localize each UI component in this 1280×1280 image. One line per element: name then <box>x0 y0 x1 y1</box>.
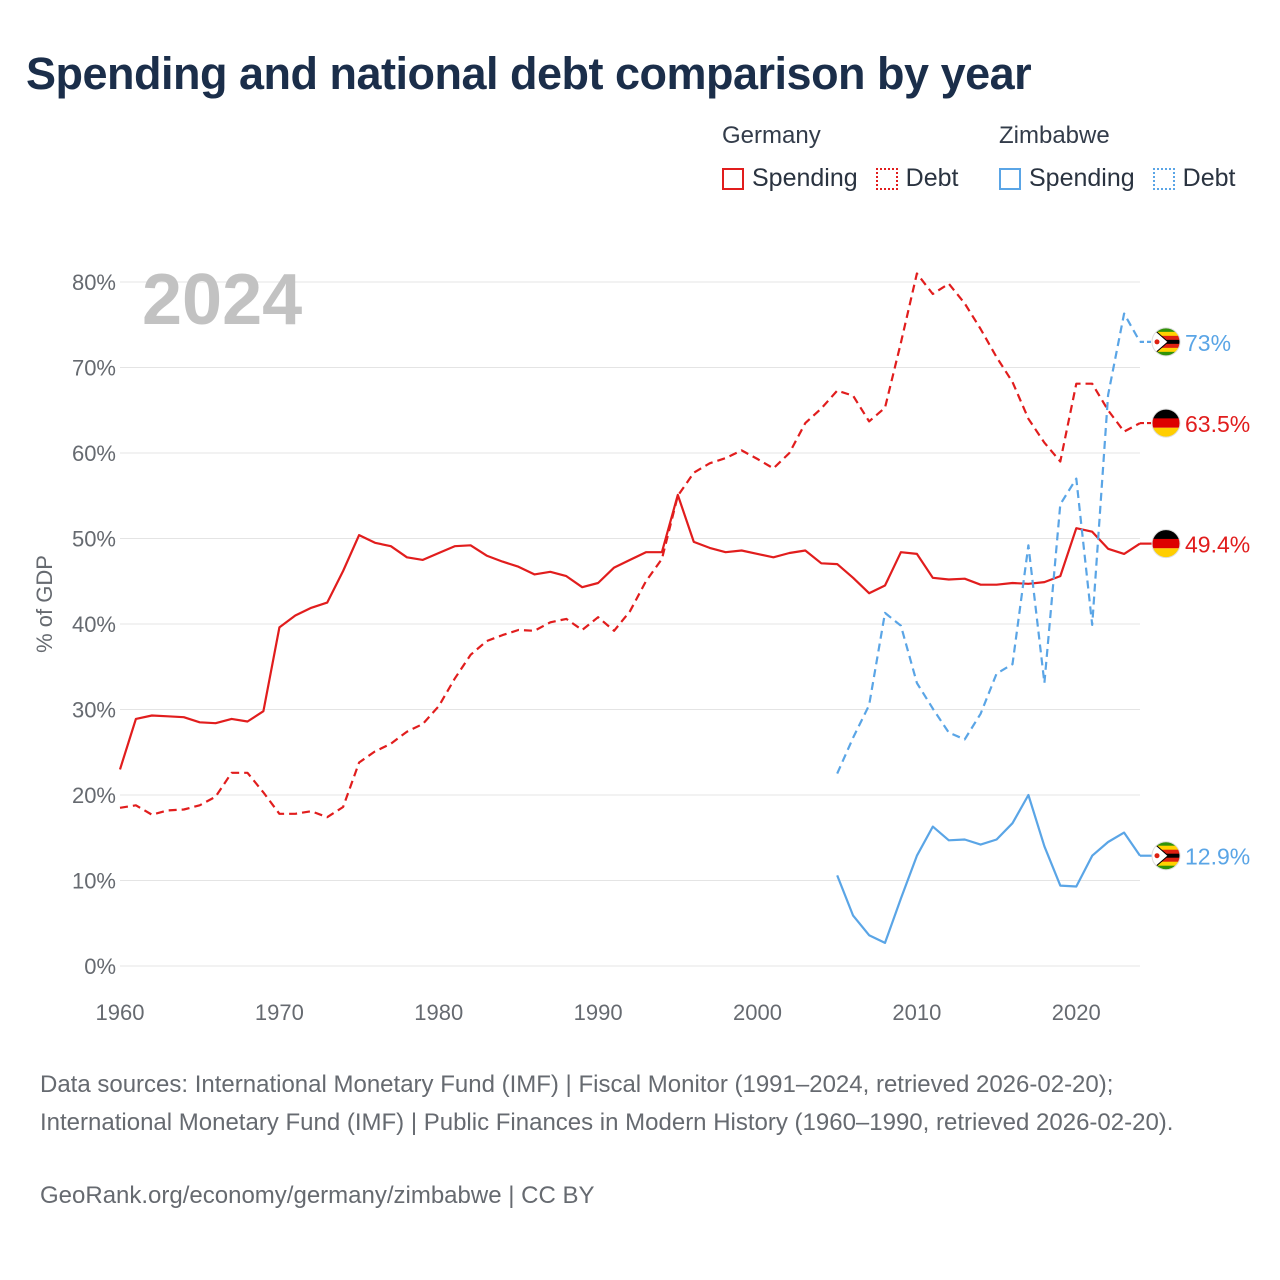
germany-flag-icon <box>1151 529 1181 559</box>
flag-triangle <box>1152 841 1169 870</box>
flag-triangle <box>1152 327 1169 356</box>
flag-stripe <box>1152 331 1180 337</box>
flag-stripe <box>1152 343 1180 349</box>
flag-stripe <box>1152 849 1180 855</box>
zimbabwe-flag-icon <box>1151 841 1181 871</box>
y-tick-label: 70% <box>72 356 116 381</box>
flag-stripe <box>1152 861 1180 867</box>
legend-country-zimbabwe: Zimbabwe <box>999 122 1110 149</box>
legend-germany-debt[interactable]: Debt <box>875 164 959 193</box>
flag-stripe <box>1152 347 1180 353</box>
flag-border <box>1151 408 1181 438</box>
dotted-swatch-icon <box>1152 167 1175 190</box>
solid-swatch-icon <box>999 167 1021 190</box>
legend-country-germany: Germany <box>722 122 821 149</box>
series-line-zimbabwe-debt <box>836 312 1141 775</box>
flag-body <box>1152 327 1180 356</box>
x-tick-label: 2000 <box>733 1000 782 1025</box>
x-tick-label: 2020 <box>1052 1000 1101 1025</box>
flag-stripe <box>1152 857 1180 863</box>
x-tick-label: 1960 <box>96 1000 145 1025</box>
y-tick-label: 0% <box>84 954 116 979</box>
year-label: 2024 <box>142 260 302 340</box>
legend-germany-spending[interactable]: Spending <box>722 164 858 193</box>
data-sources: Data sources: International Monetary Fun… <box>40 1071 1174 1136</box>
flag-stripe <box>1152 427 1180 438</box>
end-value-label: 12.9% <box>1185 844 1250 870</box>
flag-stripe <box>1152 865 1180 870</box>
zimbabwe-flag-icon <box>1151 327 1181 357</box>
legend-zimbabwe-spending[interactable]: Spending <box>999 164 1135 193</box>
legend-label: Debt <box>1182 164 1236 192</box>
flag-stripe <box>1152 529 1180 540</box>
x-tick-label: 2010 <box>892 1000 941 1025</box>
y-tick-label: 60% <box>72 441 116 466</box>
y-tick-label: 30% <box>72 698 116 723</box>
y-tick-label: 40% <box>72 612 116 637</box>
x-tick-label: 1980 <box>414 1000 463 1025</box>
y-tick-label: 10% <box>72 869 116 894</box>
germany-flag-icon <box>1151 408 1181 438</box>
flag-stripe <box>1152 418 1180 428</box>
flag-body <box>1152 409 1180 438</box>
y-tick-label: 50% <box>72 527 116 552</box>
legend-group-germany: Germany Spending Debt <box>722 122 976 193</box>
legend-group-zimbabwe: Zimbabwe Spending Debt <box>999 122 1253 193</box>
series-line-germany-debt <box>119 272 1141 819</box>
flag-border <box>1151 841 1181 871</box>
flag-border <box>1151 529 1181 559</box>
solid-swatch-icon <box>722 167 744 190</box>
flag-star <box>1154 339 1160 345</box>
flag-star <box>1154 853 1160 859</box>
x-tick-label: 1970 <box>255 1000 304 1025</box>
y-tick-label: 20% <box>72 783 116 808</box>
flag-stripe <box>1152 538 1180 549</box>
end-value-label: 49.4% <box>1185 532 1250 558</box>
series-line-germany-spending <box>118 493 1141 770</box>
legend-zimbabwe-debt[interactable]: Debt <box>1152 164 1236 193</box>
flag-body <box>1152 529 1180 558</box>
end-value-label: 73% <box>1185 330 1231 356</box>
y-axis-label: % of GDP <box>32 555 57 653</box>
legend-label: Spending <box>1029 164 1135 192</box>
flag-stripe <box>1152 548 1180 558</box>
line-chart: 0% 10% 20% 30% 40% 50% 60% 70% 80% 1960 1970 1980 19… <box>32 260 1250 1025</box>
series-line-zimbabwe-spending <box>836 793 1141 945</box>
x-tick-label: 1990 <box>574 1000 623 1025</box>
legend-label: Spending <box>752 164 858 192</box>
flag-stripe <box>1152 327 1180 333</box>
legend-label: Debt <box>905 164 959 192</box>
end-value-label: 63.5% <box>1185 411 1250 437</box>
y-tick-label: 80% <box>72 270 116 295</box>
dotted-swatch-icon <box>875 167 898 190</box>
chart-title: Spending and national debt comparison by… <box>26 48 1032 99</box>
flag-stripe <box>1152 845 1180 851</box>
flag-stripe <box>1152 409 1180 420</box>
flag-body <box>1152 841 1180 870</box>
credit-line: GeoRank.org/economy/germany/zimbabwe | C… <box>40 1182 595 1209</box>
flag-stripe <box>1152 335 1180 341</box>
flag-border <box>1151 327 1181 357</box>
flag-stripe <box>1152 351 1180 356</box>
flag-stripe <box>1152 841 1180 847</box>
